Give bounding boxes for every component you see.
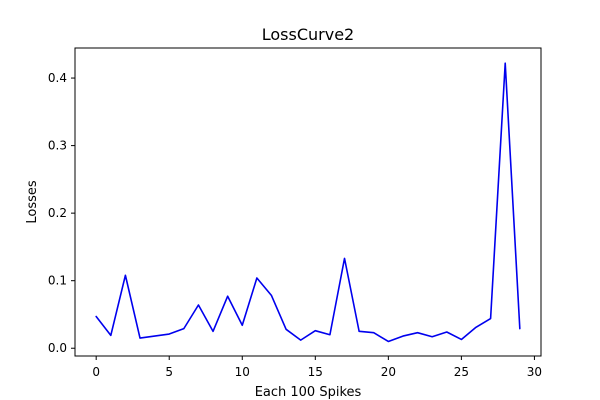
y-tick-label-0.0: 0.0	[48, 341, 67, 355]
y-tick-label-0.1: 0.1	[48, 274, 67, 288]
x-tick-label-10: 10	[235, 365, 250, 379]
x-tick-label-0: 0	[92, 365, 100, 379]
x-tick-label-25: 25	[454, 365, 469, 379]
y-tick-label-0.3: 0.3	[48, 139, 67, 153]
y-tick-label-0.4: 0.4	[48, 71, 67, 85]
chart-title: LossCurve2	[262, 25, 354, 44]
x-tick-label-30: 30	[527, 365, 542, 379]
x-axis-label: Each 100 Spikes	[255, 385, 362, 400]
x-tick-label-20: 20	[381, 365, 396, 379]
y-axis-label: Losses	[25, 180, 40, 224]
x-axis: 0 5 10 15 20 25 30	[92, 356, 542, 379]
x-tick-label-15: 15	[308, 365, 323, 379]
y-tick-label-0.2: 0.2	[48, 206, 67, 220]
plot-area	[95, 62, 521, 343]
x-tick-label-5: 5	[165, 365, 173, 379]
y-axis: 0.0 0.1 0.2 0.3 0.4	[48, 71, 75, 355]
loss-series-line	[95, 62, 521, 343]
plot-frame	[74, 47, 542, 357]
